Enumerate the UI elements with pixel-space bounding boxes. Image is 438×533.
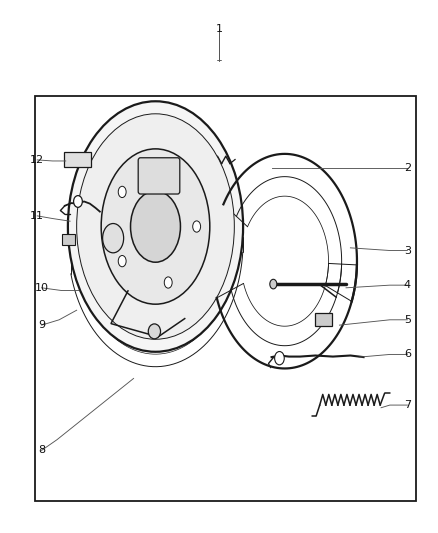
Ellipse shape [193, 221, 201, 232]
Ellipse shape [131, 191, 180, 262]
FancyBboxPatch shape [315, 313, 332, 326]
Ellipse shape [68, 101, 243, 352]
Text: 12: 12 [30, 155, 44, 165]
Ellipse shape [270, 279, 277, 289]
Text: 10: 10 [35, 283, 49, 293]
Text: 9: 9 [38, 320, 45, 330]
Text: 3: 3 [404, 246, 411, 255]
Ellipse shape [275, 352, 284, 365]
Ellipse shape [101, 149, 210, 304]
Ellipse shape [164, 165, 172, 176]
FancyBboxPatch shape [62, 235, 74, 245]
Ellipse shape [164, 277, 172, 288]
Text: 7: 7 [404, 400, 411, 410]
Ellipse shape [118, 187, 126, 198]
Text: 5: 5 [404, 315, 411, 325]
Text: 4: 4 [404, 280, 411, 290]
Text: 6: 6 [404, 350, 411, 359]
Ellipse shape [77, 114, 234, 340]
FancyBboxPatch shape [138, 158, 180, 194]
Text: 1: 1 [215, 25, 223, 34]
Text: 8: 8 [38, 446, 45, 455]
Ellipse shape [74, 196, 82, 207]
Ellipse shape [148, 324, 161, 339]
Ellipse shape [102, 223, 124, 253]
Ellipse shape [118, 255, 126, 266]
Text: 11: 11 [30, 211, 44, 221]
Text: 2: 2 [404, 163, 411, 173]
FancyBboxPatch shape [64, 152, 91, 167]
